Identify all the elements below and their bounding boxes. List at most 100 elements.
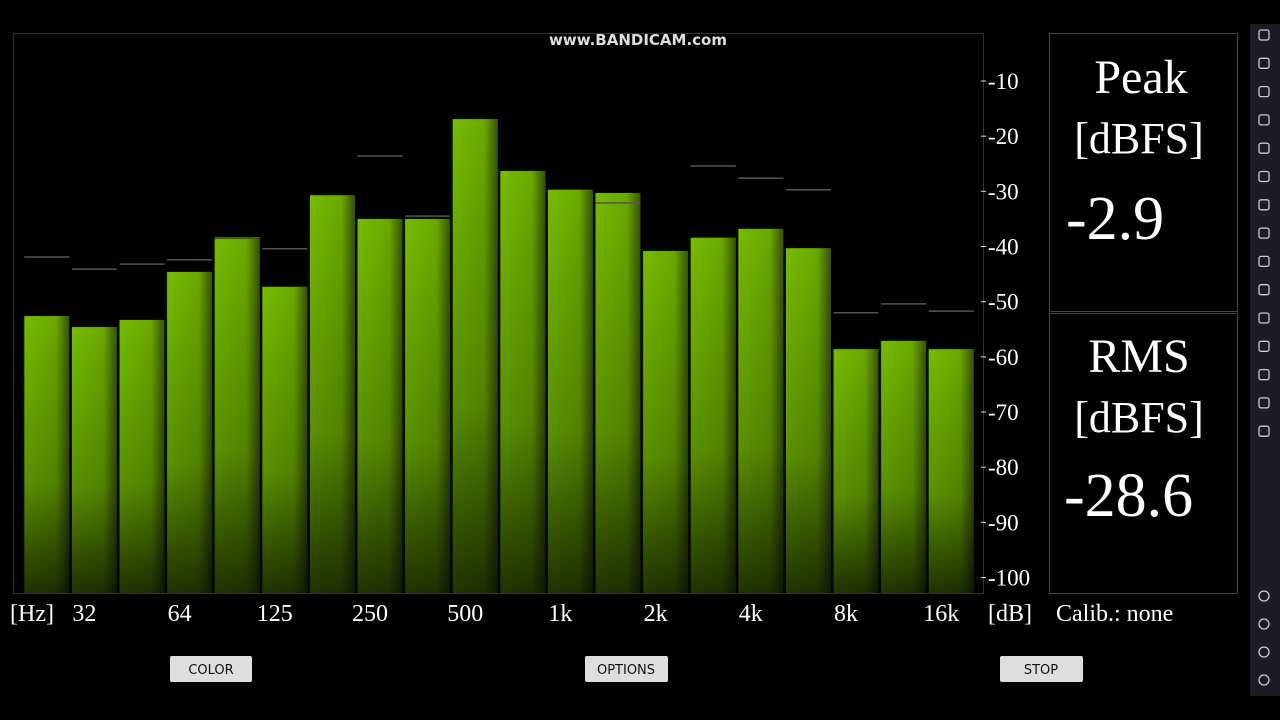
x-tick-label: 250 <box>352 601 388 627</box>
toolbar-icon[interactable] <box>1258 340 1270 352</box>
x-tick-label: 125 <box>257 601 293 627</box>
bar-shade <box>833 349 879 593</box>
bar-group <box>405 218 451 593</box>
toolbar-icon[interactable] <box>1258 425 1270 437</box>
toolbar-icon[interactable] <box>1258 114 1270 126</box>
bar-shade <box>24 316 70 593</box>
button-bg[interactable] <box>1000 656 1083 682</box>
button-bg[interactable] <box>170 656 252 682</box>
bar-group <box>309 195 355 593</box>
bar-shade <box>500 170 546 593</box>
toolbar-icon[interactable] <box>1258 57 1270 69</box>
bar-group <box>71 327 117 593</box>
meter-unit: [dBFS] <box>1074 393 1204 442</box>
bar-group <box>928 349 974 593</box>
button[interactable]: OPTIONS <box>585 656 668 682</box>
y-unit: [dB] <box>988 601 1032 627</box>
meter-unit: [dBFS] <box>1074 114 1204 163</box>
y-tick-label: -60 <box>988 345 1019 370</box>
bar-shade <box>690 237 736 594</box>
toolbar-icons <box>1258 29 1270 686</box>
y-tick-label: -40 <box>988 235 1019 260</box>
bar-shade <box>119 319 165 593</box>
bar-group <box>24 316 70 593</box>
bar-shade <box>405 218 451 593</box>
meter-value: -2.9 <box>1066 185 1164 253</box>
bar-group <box>500 170 546 593</box>
peak-panel <box>1049 33 1238 312</box>
toolbar-icon[interactable] <box>1258 29 1270 41</box>
rms-panel <box>1049 313 1238 594</box>
toolbar-icon[interactable] <box>1258 255 1270 268</box>
bar-shade <box>738 228 784 594</box>
x-tick-label: 500 <box>447 601 483 627</box>
toolbar-icon[interactable] <box>1258 312 1270 324</box>
bar-shade <box>262 286 308 593</box>
x-tick-label: 16k <box>923 601 959 627</box>
button-bg[interactable] <box>585 656 668 682</box>
x-tick-label: 32 <box>72 601 96 627</box>
bar-group <box>690 237 736 594</box>
toolbar-icon[interactable] <box>1258 284 1270 296</box>
y-tick-label: -30 <box>988 179 1019 204</box>
toolbar-icon[interactable] <box>1258 368 1270 381</box>
button-label[interactable]: STOP <box>1024 663 1058 678</box>
y-tick-label: -50 <box>988 290 1019 315</box>
x-unit: [Hz] <box>10 601 54 627</box>
button-label[interactable]: OPTIONS <box>597 663 655 678</box>
nav-icon[interactable] <box>1258 674 1270 686</box>
bar-group <box>785 248 831 593</box>
nav-icon[interactable] <box>1258 590 1270 602</box>
button-label[interactable]: COLOR <box>188 663 233 678</box>
bar-shade <box>643 250 689 593</box>
bar-group <box>214 238 260 594</box>
y-tick-label: -70 <box>988 400 1019 425</box>
bar-group <box>167 271 213 593</box>
y-tick-label: -10 <box>988 69 1019 94</box>
bar-group <box>119 319 165 593</box>
bar-shade <box>547 189 593 594</box>
nav-icon[interactable] <box>1258 646 1270 658</box>
bar-shade <box>785 248 831 593</box>
y-tick-label: -90 <box>988 510 1019 535</box>
x-tick-label: 8k <box>834 601 858 627</box>
bar-shade <box>928 349 974 593</box>
plot-frame <box>13 33 984 594</box>
bar-shade <box>309 195 355 593</box>
toolbar-icon[interactable] <box>1258 170 1270 183</box>
button[interactable]: COLOR <box>170 656 252 682</box>
bar-group <box>547 189 593 594</box>
meter-label: Peak <box>1094 51 1187 104</box>
bar-group <box>357 218 403 593</box>
x-tick-label: 1k <box>548 601 572 627</box>
bar-group <box>595 193 641 593</box>
bar-shade <box>357 218 403 593</box>
toolbar-icon[interactable] <box>1258 142 1270 154</box>
y-tick-label: -20 <box>988 124 1019 149</box>
toolbar-icon[interactable] <box>1258 85 1270 98</box>
bar-shade <box>167 271 213 593</box>
nav-icon[interactable] <box>1258 618 1270 630</box>
calibration: Calib.: none <box>1056 601 1173 627</box>
y-tick-label: -80 <box>988 455 1019 480</box>
x-tick-label: 64 <box>168 601 192 627</box>
toolbar-icon[interactable] <box>1258 199 1270 211</box>
meter-label: RMS <box>1088 330 1189 383</box>
bar-shade <box>595 193 641 593</box>
bar-shade <box>881 340 927 593</box>
meter-value: -28.6 <box>1064 462 1193 530</box>
bar-group <box>643 250 689 593</box>
toolbar-icon[interactable] <box>1258 397 1270 409</box>
bar-group <box>262 286 308 593</box>
y-tick-label: -100 <box>988 566 1030 591</box>
toolbar-icon[interactable] <box>1258 227 1270 239</box>
button[interactable]: STOP <box>1000 656 1083 682</box>
x-tick-label: 4k <box>739 601 763 627</box>
bar-group <box>833 349 879 593</box>
bar-shade <box>214 238 260 594</box>
bar-group <box>881 340 927 593</box>
x-tick-label: 2k <box>644 601 668 627</box>
plot: -10 -20 -30 -40 -50 -60 -70 -80 -90 -100 32 64 125 25… <box>24 69 1030 627</box>
